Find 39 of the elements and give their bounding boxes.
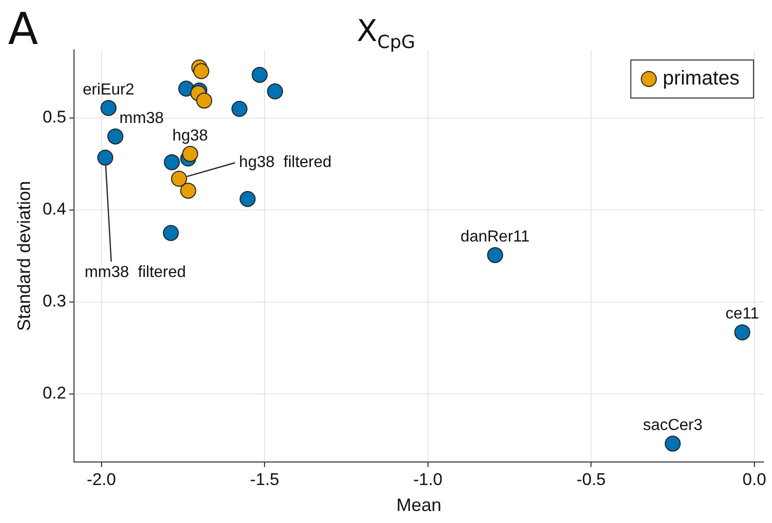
x-tick-label: 0.0 <box>742 470 766 489</box>
point <box>196 92 212 109</box>
y-tick-label: 0.4 <box>42 200 66 219</box>
annotation: eriEur2 <box>82 81 134 98</box>
point <box>487 247 504 264</box>
x-axis-title: Mean <box>396 495 442 516</box>
x-tick-label: -1.5 <box>250 470 280 489</box>
point <box>180 182 196 199</box>
y-axis-title: Standard deviation <box>14 180 34 332</box>
annotation: danRer11 <box>460 228 530 246</box>
point <box>100 100 117 116</box>
x-tick-label: -2.0 <box>86 470 116 489</box>
annotation: mm38 filtered <box>84 264 186 282</box>
point <box>734 324 750 340</box>
annotation: hg38 <box>172 127 208 144</box>
x-tick-label: -0.5 <box>576 470 606 489</box>
annotation: sacCer3 <box>642 417 703 434</box>
point <box>182 146 198 162</box>
y-tick-label: 0.5 <box>42 108 66 127</box>
text: A <box>8 4 38 55</box>
point <box>171 170 188 187</box>
legend-label: primates <box>662 68 740 90</box>
annotation: hg38 filtered <box>239 154 332 172</box>
chart-title: X$_{CpG}$ <box>356 14 416 53</box>
x-tick-label: -1.0 <box>413 470 442 489</box>
point <box>664 436 681 452</box>
point <box>97 150 114 166</box>
point <box>252 66 268 83</box>
point <box>107 128 124 144</box>
point <box>231 100 248 117</box>
point <box>164 154 180 170</box>
annotation: ce11 <box>726 306 760 323</box>
point <box>193 63 210 80</box>
annotation: mm38 <box>119 110 164 127</box>
point <box>240 190 256 207</box>
point <box>267 83 284 100</box>
point <box>162 225 179 242</box>
y-tick-label: 0.3 <box>42 292 66 311</box>
y-tick-label: 0.2 <box>42 384 66 403</box>
